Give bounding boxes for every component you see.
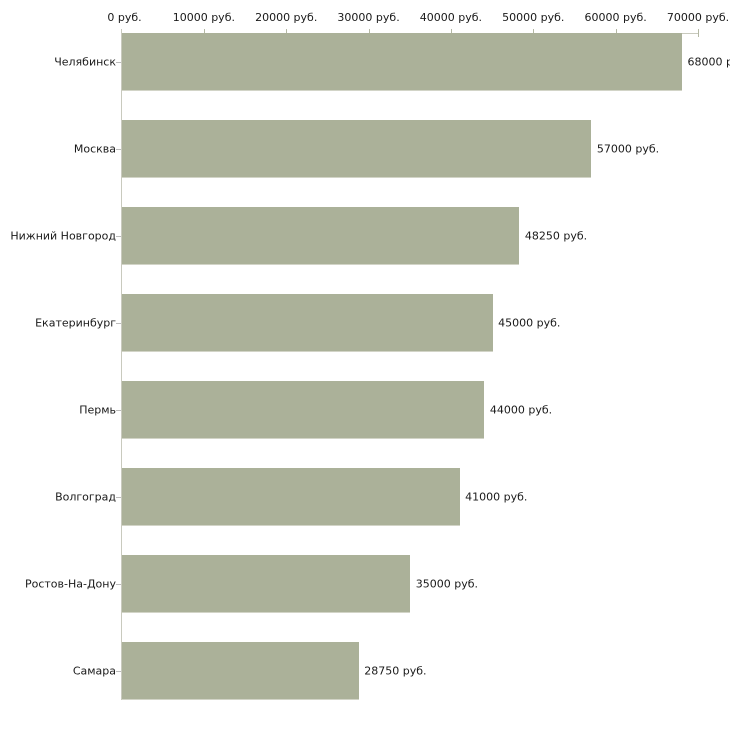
category-label: Москва <box>73 142 116 155</box>
category-tick-dash <box>116 148 121 150</box>
bar-1 <box>122 32 683 91</box>
bar-value-label: 68000 руб. <box>687 55 730 68</box>
bar-5 <box>122 380 485 439</box>
bar-8 <box>122 641 359 700</box>
x-tick-label: 50000 руб. <box>502 11 565 24</box>
bar-value-label: 35000 руб. <box>415 577 479 590</box>
bar-4 <box>122 293 493 352</box>
category-tick-dash <box>116 670 121 672</box>
bar-value-label: 45000 руб. <box>498 316 561 329</box>
category-tick-dash <box>116 409 121 411</box>
x-tick-label: 30000 руб. <box>337 11 400 24</box>
x-tick-label: 40000 руб. <box>419 11 483 24</box>
x-tick-label: 60000 руб. <box>584 11 647 24</box>
category-tick-dash <box>116 235 121 237</box>
bar-value-label: 28750 руб. <box>364 664 427 677</box>
bar-7 <box>122 554 411 613</box>
x-tick-label: 20000 руб. <box>255 11 318 24</box>
x-tick-label: 70000 руб. <box>666 11 730 24</box>
x-tick-mark <box>698 29 699 37</box>
bar-value-label: 41000 руб. <box>465 490 528 503</box>
bar-2 <box>122 119 592 178</box>
category-label: Екатеринбург <box>35 316 116 329</box>
category-tick-dash <box>116 583 121 585</box>
category-label: Пермь <box>79 403 116 416</box>
category-label: Ростов-На-Дону <box>24 577 116 590</box>
x-tick-label: 10000 руб. <box>172 11 235 24</box>
category-tick-dash <box>116 61 121 63</box>
category-tick-dash <box>116 496 121 498</box>
category-label: Волгоград <box>55 490 116 503</box>
bar-value-label: 48250 руб. <box>524 229 588 242</box>
bar-value-label: 57000 руб. <box>596 142 660 155</box>
category-label: Самара <box>72 664 116 677</box>
category-label: Нижний Новгород <box>10 229 116 242</box>
y-axis-line <box>121 29 122 700</box>
bar-value-label: 44000 руб. <box>489 403 553 416</box>
bar-6 <box>122 467 460 526</box>
category-tick-dash <box>116 322 121 324</box>
x-tick-label: 0 руб. <box>107 11 142 24</box>
category-label: Челябинск <box>54 55 116 68</box>
bar-3 <box>122 206 520 265</box>
